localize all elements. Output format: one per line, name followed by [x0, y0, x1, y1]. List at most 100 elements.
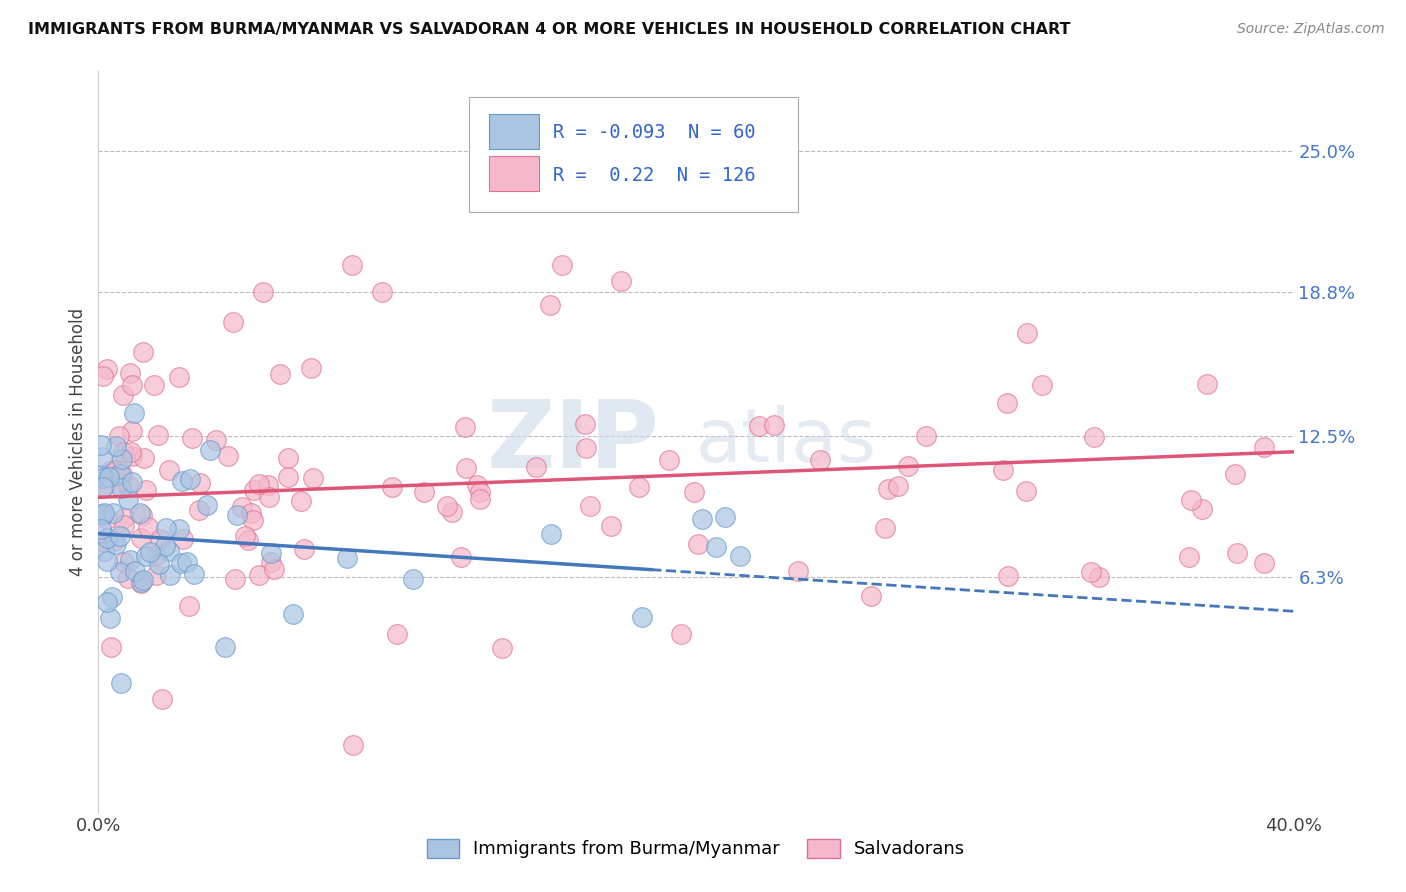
Point [277, 450, 299, 465]
Point [167, 370, 190, 384]
Point [450, 549, 472, 564]
Point [132, 450, 155, 465]
Point [224, 573, 246, 587]
Text: ZIP: ZIP [488, 395, 661, 488]
Point [257, 477, 280, 491]
Point [101, 590, 124, 604]
Point [104, 469, 127, 483]
Point [91, 508, 114, 522]
Point [1226, 546, 1249, 560]
Point [787, 564, 810, 578]
Point [214, 640, 236, 654]
Point [1253, 441, 1275, 455]
Point [180, 431, 202, 445]
Point [91, 450, 114, 464]
Point [763, 418, 786, 433]
Point [110, 676, 132, 690]
Text: R = -0.093  N = 60: R = -0.093 N = 60 [553, 123, 755, 143]
Point [96, 361, 118, 376]
Point [249, 476, 271, 491]
Point [112, 388, 135, 402]
Point [236, 533, 259, 548]
Point [98, 464, 121, 478]
Point [145, 549, 167, 563]
Point [112, 511, 135, 525]
Text: IMMIGRANTS FROM BURMA/MYANMAR VS SALVADORAN 4 OR MORE VEHICLES IN HOUSEHOLD CORR: IMMIGRANTS FROM BURMA/MYANMAR VS SALVADO… [28, 22, 1070, 37]
Point [118, 553, 141, 567]
Point [239, 507, 262, 521]
Point [104, 464, 127, 478]
Point [877, 482, 900, 496]
Point [132, 344, 155, 359]
Point [120, 445, 142, 459]
Point [714, 510, 737, 524]
Point [231, 500, 253, 515]
Point [159, 567, 181, 582]
Point [371, 285, 394, 300]
Point [167, 522, 190, 536]
Point [112, 517, 135, 532]
Point [129, 574, 152, 589]
Point [342, 738, 364, 752]
Point [129, 531, 152, 545]
Point [574, 441, 596, 455]
FancyBboxPatch shape [470, 97, 797, 212]
Point [259, 490, 281, 504]
Point [686, 536, 709, 550]
Point [538, 298, 561, 312]
Point [808, 453, 831, 467]
Point [269, 367, 291, 381]
Point [142, 378, 165, 392]
Point [177, 599, 200, 614]
Point [121, 377, 143, 392]
Point [915, 429, 938, 443]
Point [385, 627, 409, 641]
Point [96, 511, 118, 525]
Point [875, 521, 897, 535]
Point [299, 360, 322, 375]
Point [110, 481, 132, 495]
Point [1083, 430, 1105, 444]
Point [157, 463, 180, 477]
Point [1031, 378, 1053, 392]
Point [110, 467, 132, 481]
Point [748, 419, 770, 434]
Point [247, 567, 270, 582]
Point [129, 576, 152, 591]
Point [118, 366, 141, 380]
Point [997, 569, 1019, 583]
Point [91, 369, 114, 384]
Point [640, 148, 662, 162]
Point [93, 506, 115, 520]
Point [281, 607, 304, 622]
Point [887, 479, 910, 493]
Point [179, 472, 201, 486]
Point [658, 452, 681, 467]
Point [1223, 467, 1246, 481]
Point [1080, 566, 1102, 580]
Point [105, 537, 128, 551]
Point [112, 445, 135, 459]
Text: Source: ZipAtlas.com: Source: ZipAtlas.com [1237, 22, 1385, 37]
Point [107, 429, 129, 443]
Y-axis label: 4 or more Vehicles in Household: 4 or more Vehicles in Household [69, 308, 87, 575]
Point [139, 545, 162, 559]
Point [118, 479, 141, 493]
Point [704, 540, 727, 554]
Point [402, 573, 425, 587]
Point [730, 549, 752, 563]
Point [440, 505, 463, 519]
Point [129, 507, 152, 521]
Text: R =  0.22  N = 126: R = 0.22 N = 126 [553, 166, 755, 185]
Point [111, 451, 134, 466]
Point [135, 483, 157, 497]
Point [470, 484, 492, 499]
Point [93, 479, 115, 493]
Point [96, 531, 118, 545]
Point [381, 480, 404, 494]
Point [1015, 483, 1038, 498]
Text: atlas: atlas [696, 405, 877, 478]
Point [1015, 326, 1038, 341]
Point [579, 499, 602, 513]
Point [100, 640, 122, 654]
